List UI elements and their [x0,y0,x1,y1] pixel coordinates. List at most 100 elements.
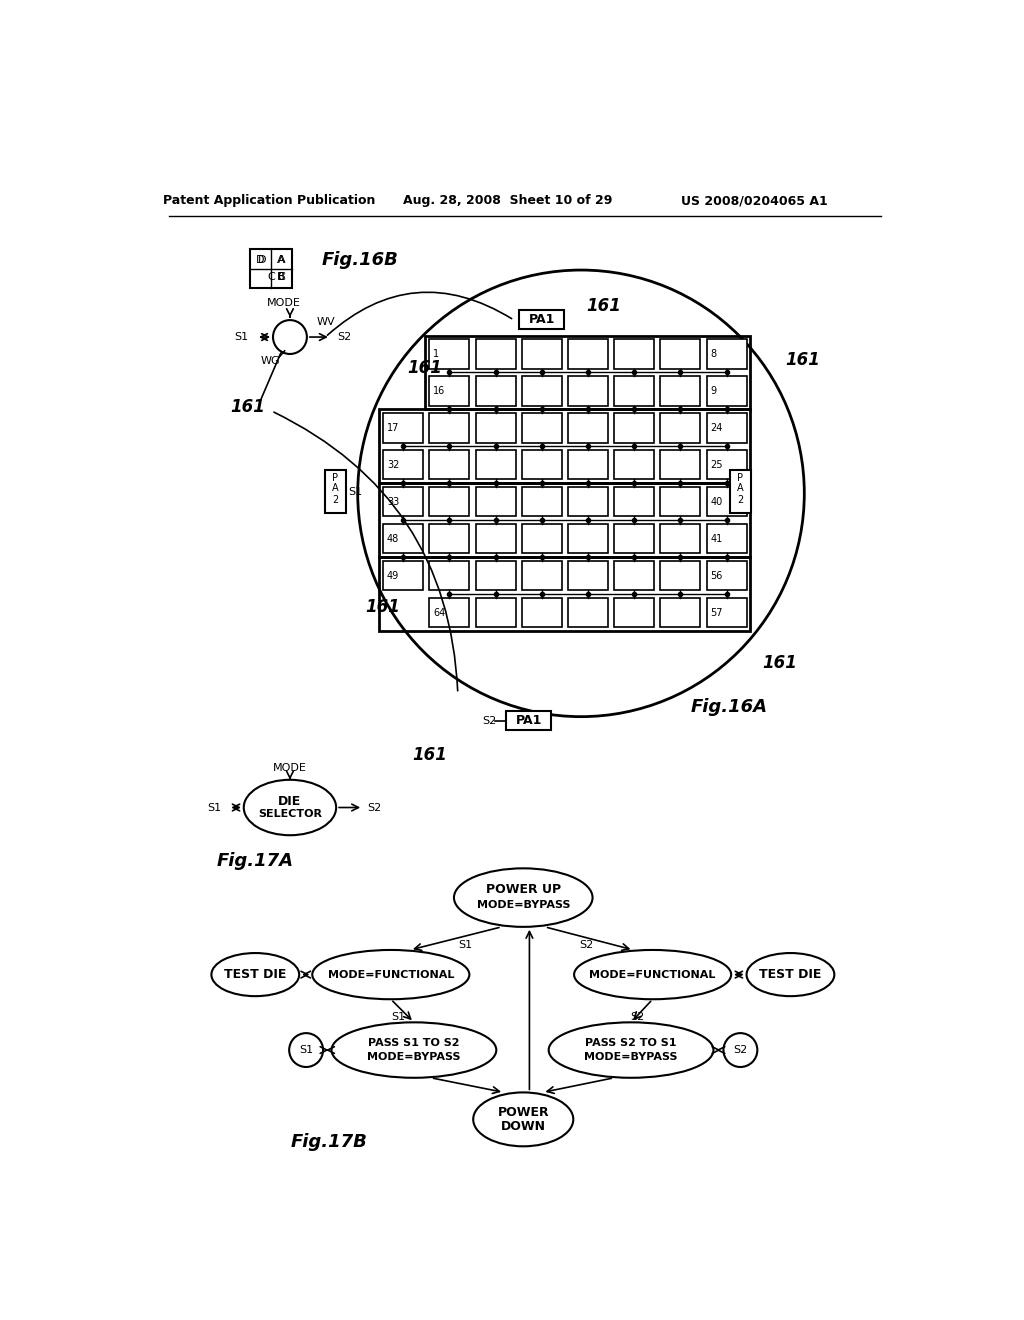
FancyBboxPatch shape [614,598,654,627]
FancyBboxPatch shape [568,413,608,442]
FancyBboxPatch shape [383,487,423,516]
Ellipse shape [549,1022,714,1077]
Ellipse shape [244,780,336,836]
FancyBboxPatch shape [250,249,292,288]
Text: 2: 2 [332,495,339,504]
Text: TEST DIE: TEST DIE [759,968,821,981]
Text: S2: S2 [337,333,351,342]
Text: 32: 32 [387,459,399,470]
FancyBboxPatch shape [707,487,746,516]
FancyBboxPatch shape [568,339,608,368]
Text: 161: 161 [366,598,400,616]
FancyBboxPatch shape [707,450,746,479]
Text: 161: 161 [230,399,265,416]
FancyBboxPatch shape [660,339,700,368]
Text: POWER UP: POWER UP [485,883,561,896]
FancyBboxPatch shape [429,561,469,590]
FancyBboxPatch shape [707,524,746,553]
Text: D: D [257,255,266,265]
FancyBboxPatch shape [383,524,423,553]
FancyBboxPatch shape [475,376,515,405]
FancyBboxPatch shape [730,470,752,512]
Text: POWER: POWER [498,1106,549,1119]
Ellipse shape [273,321,307,354]
Text: Fig.17B: Fig.17B [291,1134,368,1151]
Text: P: P [333,473,338,483]
FancyBboxPatch shape [521,413,562,442]
FancyBboxPatch shape [383,413,423,442]
Text: Fig.16B: Fig.16B [322,251,398,269]
FancyBboxPatch shape [521,598,562,627]
FancyBboxPatch shape [383,450,423,479]
Ellipse shape [454,869,593,927]
FancyBboxPatch shape [660,450,700,479]
FancyBboxPatch shape [429,339,469,368]
FancyBboxPatch shape [429,524,469,553]
Text: C: C [267,272,275,282]
FancyBboxPatch shape [660,524,700,553]
Text: PA1: PA1 [528,313,555,326]
FancyBboxPatch shape [475,561,515,590]
Text: P: P [737,473,743,483]
Text: US 2008/0204065 A1: US 2008/0204065 A1 [681,194,827,207]
Text: 41: 41 [711,533,723,544]
Text: 57: 57 [711,607,723,618]
FancyBboxPatch shape [521,487,562,516]
Text: 40: 40 [711,496,723,507]
FancyBboxPatch shape [614,376,654,405]
Text: 1: 1 [433,348,439,359]
FancyBboxPatch shape [707,561,746,590]
Text: S2: S2 [630,1012,644,1022]
Text: A: A [276,255,285,265]
Text: Fig.17A: Fig.17A [217,851,294,870]
Text: S1: S1 [207,803,221,813]
FancyBboxPatch shape [614,561,654,590]
Text: 161: 161 [587,297,622,315]
Text: DOWN: DOWN [501,1119,546,1133]
FancyBboxPatch shape [429,598,469,627]
Text: MODE: MODE [267,298,301,308]
FancyBboxPatch shape [660,413,700,442]
Text: A: A [332,483,339,492]
Text: TEST DIE: TEST DIE [224,968,287,981]
FancyBboxPatch shape [568,598,608,627]
FancyBboxPatch shape [614,339,654,368]
FancyBboxPatch shape [568,561,608,590]
FancyBboxPatch shape [614,524,654,553]
Text: DIE: DIE [279,795,302,808]
Ellipse shape [746,953,835,997]
Text: S1: S1 [391,1012,406,1022]
Text: Patent Application Publication: Patent Application Publication [163,194,376,207]
FancyBboxPatch shape [475,524,515,553]
Text: S1: S1 [459,940,472,950]
Text: A: A [737,483,743,492]
Text: S2: S2 [368,803,382,813]
Text: 161: 161 [408,359,442,376]
FancyBboxPatch shape [325,470,346,512]
FancyBboxPatch shape [568,487,608,516]
Text: 33: 33 [387,496,399,507]
FancyBboxPatch shape [521,450,562,479]
Ellipse shape [332,1022,497,1077]
FancyBboxPatch shape [614,413,654,442]
Text: 16: 16 [433,385,445,396]
Text: PA1: PA1 [515,714,542,727]
Text: 161: 161 [412,746,446,764]
Circle shape [357,271,804,717]
Ellipse shape [724,1034,758,1067]
FancyBboxPatch shape [506,711,551,730]
FancyBboxPatch shape [475,487,515,516]
FancyBboxPatch shape [707,339,746,368]
Text: D: D [256,255,265,265]
Ellipse shape [211,953,299,997]
FancyBboxPatch shape [429,450,469,479]
Text: MODE=BYPASS: MODE=BYPASS [476,900,570,911]
FancyBboxPatch shape [660,561,700,590]
Text: S2: S2 [580,940,594,950]
FancyBboxPatch shape [614,487,654,516]
Text: S2: S2 [733,1045,748,1055]
Text: SELECTOR: SELECTOR [258,809,322,820]
Text: 64: 64 [433,607,445,618]
Text: WG: WG [261,356,281,366]
Text: 17: 17 [387,422,399,433]
